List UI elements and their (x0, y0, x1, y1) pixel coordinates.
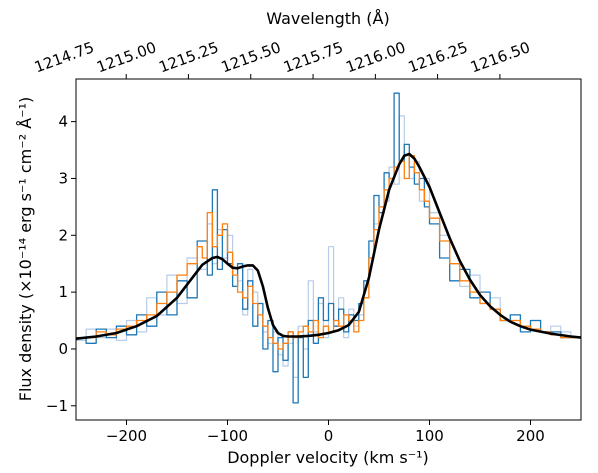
top-x-tick-label: 1215.25 (156, 38, 220, 76)
top-x-tick-label: 1215.75 (281, 38, 345, 76)
x-axis-label: Doppler velocity (km s⁻¹) (227, 448, 429, 467)
y-axis-label: Flux density (×10⁻¹⁴ erg s⁻¹ cm⁻² Å⁻¹) (16, 97, 35, 402)
series-layer (75, 92, 582, 404)
x-tick-label: 100 (415, 427, 444, 445)
x-tick-label: 0 (324, 427, 334, 445)
bottom-x-axis: −200 −100 0 100 200 (106, 420, 545, 445)
series-3-line (75, 152, 582, 340)
y-tick-label: −1 (46, 397, 68, 415)
y-tick-label: 4 (58, 113, 68, 131)
top-x-tick-label: 1214.75 (32, 38, 96, 76)
y-axis: −1 0 1 2 3 4 (46, 113, 76, 415)
top-x-tick-label: 1215.00 (94, 38, 158, 76)
top-x-axis-label: Wavelength (Å) (266, 9, 389, 28)
top-x-tick-label: 1215.50 (219, 38, 283, 76)
x-tick-label: 200 (516, 427, 545, 445)
top-x-tick-label: 1216.00 (343, 38, 407, 76)
x-tick-label: −200 (106, 427, 147, 445)
series-2-line (76, 155, 581, 350)
y-tick-label: 2 (58, 226, 68, 244)
y-tick-label: 0 (58, 340, 68, 358)
series-0-line (76, 115, 581, 378)
top-x-axis: 1214.751215.001215.251215.501215.751216.… (32, 38, 532, 79)
y-tick-label: 1 (58, 283, 68, 301)
y-tick-label: 3 (58, 169, 68, 187)
x-tick-label: −100 (207, 427, 248, 445)
top-x-tick-label: 1216.50 (468, 38, 532, 76)
top-x-tick-label: 1216.25 (406, 38, 470, 76)
